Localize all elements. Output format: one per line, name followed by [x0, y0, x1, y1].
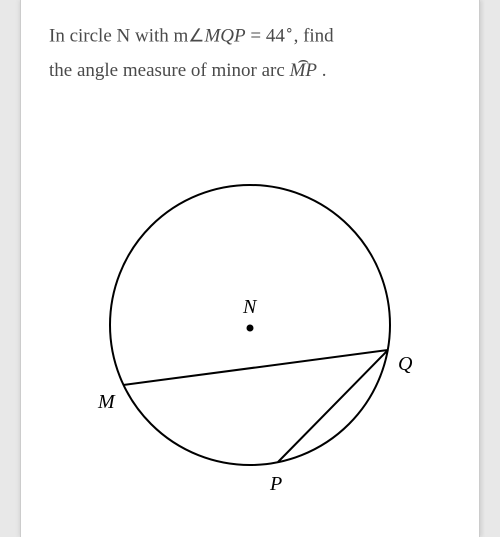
angle-value: 44	[266, 25, 285, 46]
equals-sign: =	[246, 25, 266, 46]
label-q: Q	[398, 353, 413, 375]
degree-symbol: ∘	[285, 23, 294, 38]
problem-statement: In circle N with m∠MQP = 44∘, find the a…	[21, 0, 479, 88]
chord-mq	[123, 350, 388, 385]
text-line2-part2: .	[317, 60, 327, 81]
angle-symbol: ∠	[188, 25, 204, 45]
text-line2-part1: the angle measure of minor arc	[49, 60, 290, 81]
label-n: N	[242, 296, 258, 318]
label-m: M	[97, 391, 116, 413]
label-p: P	[269, 473, 282, 495]
text-part1: In circle N with m	[49, 25, 188, 46]
angle-name: MQP	[204, 25, 245, 46]
chord-qp	[278, 350, 388, 462]
arc-notation: ⌢MP	[290, 54, 317, 88]
center-point-n	[247, 325, 254, 332]
geometry-diagram: N Q M P	[50, 150, 450, 520]
arc-symbol-icon: ⌢	[297, 44, 309, 76]
page-container: In circle N with m∠MQP = 44∘, find the a…	[20, 0, 480, 537]
